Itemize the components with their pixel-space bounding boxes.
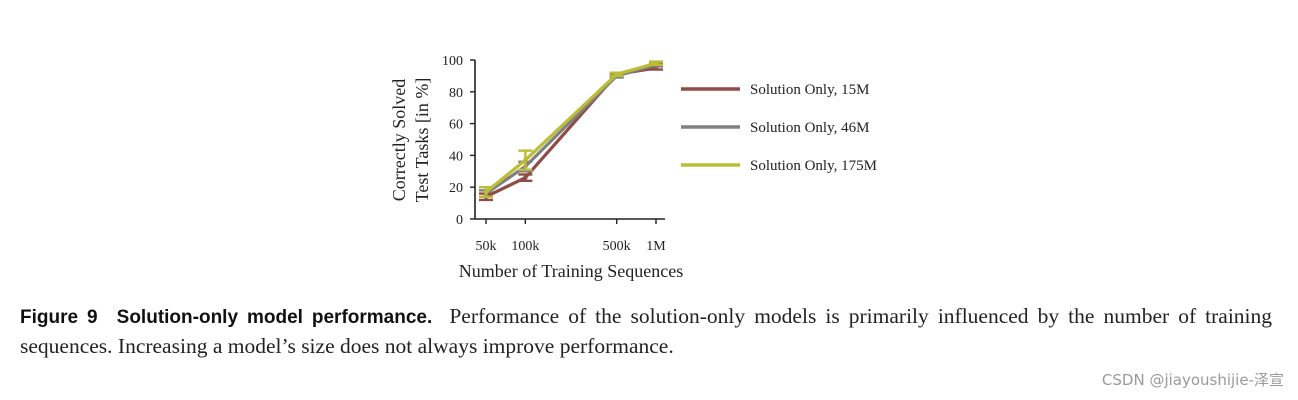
series-layer [479,60,663,202]
legend-item-3: Solution Only, 175M [681,158,877,174]
x-tick-label: 1M [646,239,666,254]
series-3 [479,60,663,198]
figure-caption: Figure 9 Solution-only model performance… [20,302,1272,361]
y-tick-label: 40 [449,149,463,164]
x-tick-label: 500k [603,239,631,254]
legend-label: Solution Only, 175M [750,158,877,174]
legend-item-1: Solution Only, 15M [681,82,869,98]
y-axis-label-line-2: Test Tasks [in %] [412,78,432,203]
watermark: CSDN @jiayoushijie-泽宣 [1101,371,1284,389]
data-point [653,60,659,66]
figure-title: Solution-only model performance. [116,307,433,328]
data-point [483,189,489,195]
y-tick-label: 80 [449,86,463,101]
y-tick-label: 20 [449,181,463,196]
x-tick-label: 100k [511,239,539,254]
y-tick-label: 60 [449,118,463,133]
chart: 0 20 40 60 80 100 50k 100k 500k 1M Solution Only… [389,54,877,281]
legend-label: Solution Only, 15M [750,82,869,98]
series-line [485,63,657,195]
data-point [523,157,528,163]
legend-item-2: Solution Only, 46M [681,120,869,136]
y-axis-label-line-1: Correctly Solved [389,79,409,201]
figure-number: Figure 9 [20,307,98,328]
x-axis-label: Number of Training Sequences [459,261,683,281]
legend-label: Solution Only, 46M [750,120,869,136]
figure-caption-text: Performance of the solution-only models … [20,304,1273,358]
legend: Solution Only, 15M Solution Only, 46M Solu… [681,82,877,174]
x-axis: 50k 100k 500k 1M [475,218,666,254]
y-axis: 0 20 40 60 80 100 [442,54,476,228]
x-tick-label: 50k [476,239,497,254]
y-tick-label: 0 [456,213,463,228]
data-point [614,72,619,77]
series-line [484,61,657,194]
data-point [523,175,528,180]
y-tick-label: 100 [442,54,463,69]
